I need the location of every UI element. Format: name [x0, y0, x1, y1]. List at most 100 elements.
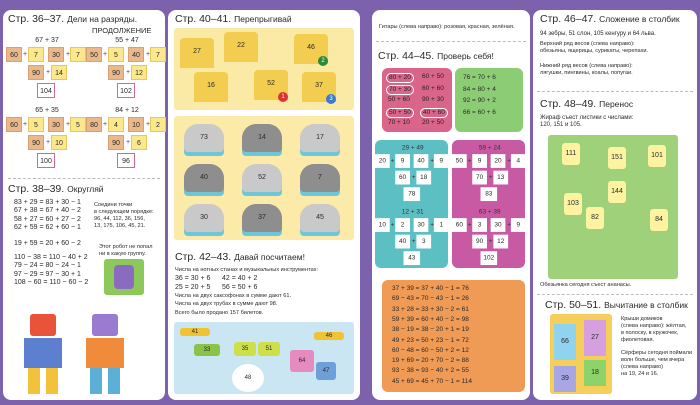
robot-box — [104, 259, 144, 295]
sum-cell: 20 + 50 — [422, 119, 444, 126]
part-box: 5 — [28, 117, 44, 132]
text-line: (слева направо): жёлтая, — [621, 323, 687, 329]
part-box: 4 — [108, 117, 124, 132]
plus-sign: + — [103, 51, 108, 58]
part-box: 10 — [128, 117, 144, 132]
text-line: 108 − 60 = 110 − 60 − 2 — [14, 278, 89, 286]
part-box: 3 — [472, 218, 487, 232]
leaf-number: 111 — [562, 143, 580, 165]
total-box: 100 — [37, 153, 55, 168]
total-box: 43 — [403, 251, 421, 266]
part-box: 30 — [413, 218, 429, 232]
pink-panel: 80 + 20 60 + 50 70 + 30 60 + 60 50 + 60 90 + … — [382, 68, 452, 132]
sandcastle: 16 — [194, 72, 228, 102]
plus-sign: + — [488, 238, 493, 245]
part-box: 5 — [70, 117, 86, 132]
text-line: в полоску, в кружочек, — [621, 330, 679, 336]
robots-illustration — [12, 310, 142, 395]
text-line: 19 + 59 = 20 + 60 − 2 — [14, 240, 81, 247]
plus-sign: + — [66, 121, 71, 128]
plus-sign: + — [103, 121, 108, 128]
text-line: 79 − 24 = 80 − 24 − 1 — [14, 262, 81, 270]
eq-row: 56 = 50 + 6 — [222, 283, 258, 291]
diagram-expression: 84 + 12 — [115, 107, 139, 114]
equation: 19 + 69 = 20 + 70 − 2 = 88 — [392, 357, 469, 365]
equations-38-a: 83 + 29 = 83 + 30 − 1 67 + 38 = 67 + 40 −… — [14, 199, 81, 232]
sum-box: 18 — [416, 170, 432, 185]
text-line: (слева направо) — [621, 364, 663, 370]
part-box: 9 — [433, 154, 449, 168]
leaf-number: 144 — [608, 181, 626, 203]
equation: 60 − 48 = 60 − 50 + 2 = 12 — [392, 346, 469, 354]
section-title-38: Стр. 38–39. Округляй — [8, 183, 104, 195]
sum-cell: 70 + 30 — [386, 84, 414, 95]
lower-scales-note: Нижний ряд весов (слева направо): лягушки… — [540, 63, 633, 77]
section-title-42: Стр. 42–43. Давай посчитаем! — [175, 251, 305, 263]
part-box: 40 — [413, 154, 429, 168]
decomposition-diagram: 29 + 49 20 9 40 9 + +60 +18 78 — [375, 144, 450, 202]
plus-sign: + — [467, 157, 472, 165]
diagram-expression: 29 + 49 — [401, 144, 424, 152]
total-box: 96 — [117, 153, 135, 168]
sum-box: 14 — [51, 65, 67, 80]
plus-sign: + — [46, 69, 51, 76]
sum-box: 13 — [493, 170, 509, 185]
sum-box: 6 — [131, 135, 147, 150]
plus-sign: + — [411, 238, 416, 245]
text-line: на 19, 24 и 16. — [621, 371, 659, 377]
drum: 48 — [232, 364, 264, 392]
rock: 73 — [184, 124, 224, 152]
equation: 66 = 60 + 6 — [463, 108, 496, 116]
plus-sign: + — [126, 139, 131, 146]
sum-box: 90 — [108, 135, 124, 150]
animals-line: 94 зебры, 51 слон, 105 кенгуру и 64 льва… — [540, 31, 656, 37]
plus-sign: + — [126, 69, 131, 76]
orange-panel: 37 + 39 = 37 + 40 − 1 = 76 69 − 43 = 70 −… — [382, 280, 525, 392]
sum-cell: 80 + 20 — [386, 73, 414, 84]
plus-sign: + — [390, 221, 395, 229]
text-line: 58 + 27 = 60 + 27 − 2 — [14, 215, 81, 223]
diagram-expression: 55 + 47 — [115, 37, 139, 44]
section-subtitle-36: ПРОДОЛЖЕНИЕ — [92, 26, 152, 35]
text-line: Числа на нотных станах и музыкальных инс… — [175, 267, 319, 273]
section-title-40: Стр. 40–41. Перепрыгивай — [175, 13, 292, 25]
part-box: 30 — [48, 117, 64, 132]
plus-sign: + — [430, 157, 434, 165]
part-box: 9 — [510, 218, 526, 232]
section-title-50: Стр. 50–51. Вычитание в столбик — [545, 299, 688, 311]
drum: 47 — [316, 362, 336, 380]
text-line: 97 − 29 = 97 − 30 + 1 — [14, 270, 81, 278]
section-title-48: Стр. 48–49. Перенос — [540, 98, 634, 110]
decomposition-diagram: 84 + 12 80 4 10 2 + +90 +6 96 — [86, 106, 168, 168]
sum-cell: 50 + 50 — [386, 107, 414, 118]
part-box: 7 — [28, 47, 44, 62]
drum: 64 — [290, 350, 314, 372]
equation: 37 + 39 = 37 + 40 − 1 = 76 — [392, 285, 469, 292]
plus-sign: + — [488, 174, 493, 181]
decomposition-diagram: 63 + 39 60 3 30 9 + +90 +12 102 — [452, 208, 527, 266]
towel: 39 — [554, 366, 576, 392]
text-line: Жираф съест листики с числами: — [540, 115, 634, 121]
drum: 46 — [314, 332, 344, 340]
drum: 35 — [234, 342, 256, 356]
leaf-number: 151 — [608, 147, 626, 169]
total-box: 83 — [480, 187, 498, 202]
text-line: лягушки, пингвины, коалы, попугаи. — [540, 70, 633, 76]
drum: 33 — [194, 344, 220, 356]
plus-sign: + — [467, 221, 472, 229]
sum-cell: 90 + 30 — [422, 96, 444, 103]
text-line: 120, 151 и 105. — [540, 122, 582, 128]
equation: 45 + 69 = 45 + 70 − 1 = 114 — [392, 377, 472, 385]
rock: 45 — [300, 204, 340, 232]
rock: 52 — [242, 164, 282, 192]
text-line: 110 − 38 = 110 − 40 + 2 — [14, 254, 88, 261]
teal-panel: 29 + 49 20 9 40 9 + +60 +18 78 12 + 31 10 2 30 1 + +40 +… — [375, 140, 450, 268]
diagram-expression: 59 + 24 — [478, 144, 501, 152]
plus-sign: + — [146, 51, 151, 58]
decomposition-diagram: 65 + 35 60 5 30 5 + +90 +10 100 — [6, 106, 88, 168]
eq-row: 25 = 20 + 5 — [175, 283, 211, 291]
text-line: обезьяны, ящерицы, сурикаты, черепахи. — [540, 48, 649, 54]
leaf-number: 82 — [586, 207, 604, 229]
guitars-note: Гитары (слева направо): розовая, красная… — [379, 24, 515, 30]
part-box: 40 — [128, 47, 144, 62]
